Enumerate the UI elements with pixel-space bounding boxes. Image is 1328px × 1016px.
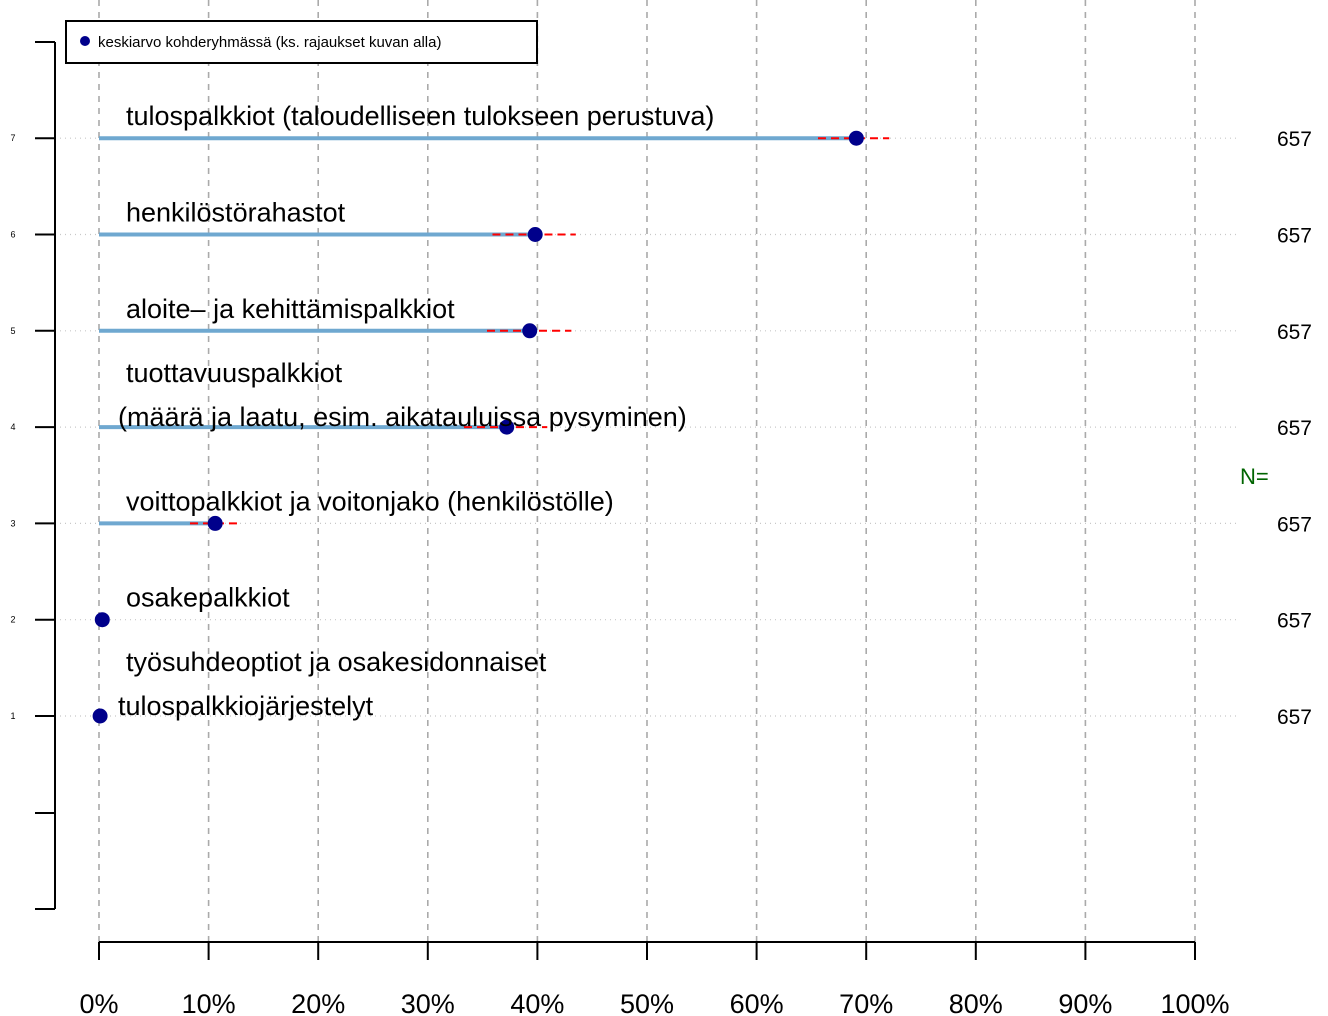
mean-point (92, 708, 108, 724)
n-value: 657 (1277, 128, 1312, 151)
n-value: 657 (1277, 610, 1312, 633)
x-tick-label: 50% (620, 989, 674, 1016)
x-tick-label: 30% (401, 989, 455, 1016)
mean-point (207, 515, 223, 531)
x-tick-label: 80% (949, 989, 1003, 1016)
n-label: N= (1240, 464, 1269, 489)
mean-point (522, 323, 538, 339)
n-value: 657 (1277, 321, 1312, 344)
x-tick-label: 90% (1058, 989, 1112, 1016)
category-label: tulospalkkiojärjestelyt (118, 691, 374, 721)
y-tick-label: 6 (10, 230, 15, 240)
x-tick-label: 60% (730, 989, 784, 1016)
legend-box (65, 20, 538, 64)
mean-point (499, 419, 515, 435)
category-label: aloite– ja kehittämispalkkiot (126, 294, 455, 324)
x-tick-label: 0% (79, 989, 118, 1016)
category-label: osakepalkkiot (126, 583, 290, 613)
mean-point (527, 227, 543, 242)
y-tick-label: 1 (10, 711, 15, 721)
grid (60, 0, 1240, 942)
category-label: työsuhdeoptiot ja osakesidonnaiset (126, 647, 547, 677)
n-value: 657 (1277, 513, 1312, 536)
category-label: henkilöstörahastot (126, 198, 346, 228)
x-axis: 0% 10% 20% 30% 40% 50% 60% 70% 80% 90% 100% (79, 941, 1230, 1016)
x-tick-label: 10% (182, 989, 236, 1016)
y-tick-label: 2 (10, 615, 15, 625)
x-tick-label: 70% (839, 989, 893, 1016)
category-label: voittopalkkiot ja voitonjako (henkilöstö… (126, 486, 614, 516)
category-label: tulospalkkiot (taloudelliseen tulokseen … (126, 101, 714, 131)
n-value: 657 (1277, 706, 1312, 729)
legend-label: keskiarvo kohderyhmässä (ks. rajaukset k… (98, 34, 441, 51)
category-label: tuottavuuspalkkiot (126, 358, 343, 388)
category-label: (määrä ja laatu, esim. aikatauluissa pys… (118, 402, 687, 432)
legend: keskiarvo kohderyhmässä (ks. rajaukset k… (65, 20, 538, 64)
x-tick-label: 100% (1160, 989, 1229, 1016)
mean-point (848, 130, 864, 146)
n-value: 657 (1277, 225, 1312, 248)
y-tick-label: 7 (10, 133, 15, 143)
x-tick-label: 20% (291, 989, 345, 1016)
y-tick-label: 5 (10, 326, 15, 336)
y-axis: 7 6 5 4 3 2 1 (10, 41, 56, 910)
data-rows: tulospalkkiot (taloudelliseen tulokseen … (92, 101, 1312, 729)
y-tick-label: 4 (10, 422, 15, 432)
y-tick-label: 3 (10, 518, 15, 528)
n-value: 657 (1277, 417, 1312, 440)
legend-marker (80, 36, 90, 46)
x-tick-label: 40% (510, 989, 564, 1016)
mean-point (94, 612, 110, 628)
